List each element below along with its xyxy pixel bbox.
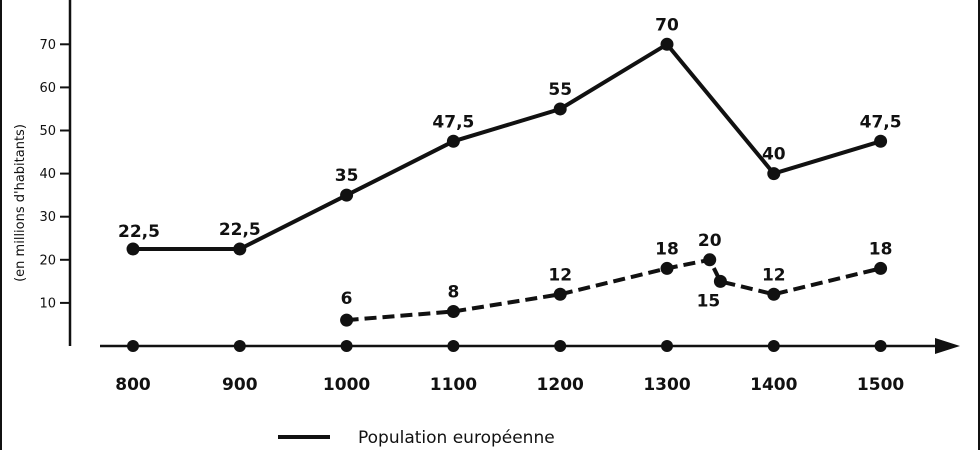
series-line-solid <box>133 41 882 251</box>
data-point <box>703 253 717 267</box>
data-label: 47,5 <box>432 112 474 132</box>
series-line-dashed <box>346 257 882 323</box>
x-axis-arrow <box>935 338 960 354</box>
data-label: 70 <box>655 15 679 35</box>
data-label: 18 <box>869 239 893 259</box>
data-point <box>660 261 674 275</box>
data-point <box>340 188 354 202</box>
data-label: 12 <box>762 265 786 285</box>
x-tick-label: 1200 <box>537 375 584 395</box>
data-label: 6 <box>341 289 353 309</box>
y-tick-label: 60 <box>39 81 56 96</box>
data-point <box>126 242 140 256</box>
data-label: 15 <box>697 291 721 311</box>
y-tick-label: 70 <box>39 38 56 53</box>
y-tick-label: 50 <box>39 124 56 139</box>
data-point <box>767 167 781 181</box>
y-tick-label: 30 <box>39 210 56 225</box>
data-label: 20 <box>698 231 722 251</box>
x-tick-label: 800 <box>115 375 151 395</box>
data-label: 35 <box>335 166 359 186</box>
data-point <box>713 274 727 288</box>
data-point <box>660 37 674 51</box>
x-axis-point <box>661 340 673 352</box>
y-tick-label: 40 <box>39 167 56 182</box>
data-point <box>553 102 567 116</box>
x-axis-point <box>767 340 780 352</box>
data-label: 40 <box>762 145 786 165</box>
y-tick-label: 20 <box>39 253 56 268</box>
data-point <box>340 313 354 327</box>
y-axis-title: (en millions d'habitants) <box>13 124 28 282</box>
x-tick-label: 1000 <box>323 375 370 395</box>
data-point <box>233 242 247 256</box>
x-tick-label: 900 <box>222 375 258 395</box>
data-label: 55 <box>548 80 572 100</box>
data-label: 12 <box>548 265 572 285</box>
x-tick-label: 1300 <box>643 375 690 395</box>
legend-label: Population européenne <box>358 428 555 448</box>
data-label: 22,5 <box>118 222 160 242</box>
x-axis-point <box>340 340 353 352</box>
x-axis-point <box>447 340 460 352</box>
x-axis-point <box>554 340 567 352</box>
data-point <box>553 287 567 301</box>
y-tick-label: 10 <box>39 296 56 311</box>
x-tick-label: 1400 <box>750 375 797 395</box>
data-point <box>446 305 460 319</box>
x-tick-label: 1100 <box>430 375 477 395</box>
x-axis-point <box>233 340 246 352</box>
x-axis-point <box>127 340 139 352</box>
data-label: 8 <box>447 283 459 303</box>
data-point <box>767 287 781 301</box>
data-point <box>874 261 888 275</box>
data-point <box>446 134 460 148</box>
data-label: 18 <box>655 239 679 259</box>
x-tick-label: 1500 <box>857 375 904 395</box>
data-point <box>874 134 888 148</box>
data-label: 22,5 <box>219 220 261 240</box>
x-axis-point <box>874 340 887 352</box>
data-label: 47,5 <box>860 112 902 132</box>
